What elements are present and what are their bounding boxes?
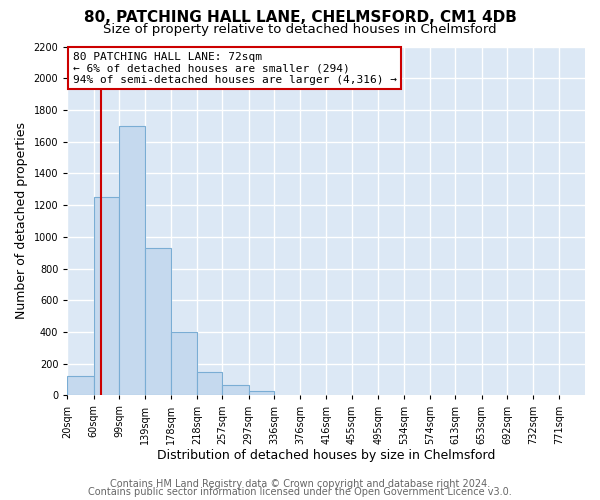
Bar xyxy=(223,385,248,396)
Text: Contains HM Land Registry data © Crown copyright and database right 2024.: Contains HM Land Registry data © Crown c… xyxy=(110,479,490,489)
X-axis label: Distribution of detached houses by size in Chelmsford: Distribution of detached houses by size … xyxy=(157,450,496,462)
Bar xyxy=(197,372,223,396)
Bar xyxy=(94,197,119,396)
Text: Contains public sector information licensed under the Open Government Licence v3: Contains public sector information licen… xyxy=(88,487,512,497)
Text: 80, PATCHING HALL LANE, CHELMSFORD, CM1 4DB: 80, PATCHING HALL LANE, CHELMSFORD, CM1 … xyxy=(83,10,517,25)
Text: Size of property relative to detached houses in Chelmsford: Size of property relative to detached ho… xyxy=(103,22,497,36)
Text: 80 PATCHING HALL LANE: 72sqm
← 6% of detached houses are smaller (294)
94% of se: 80 PATCHING HALL LANE: 72sqm ← 6% of det… xyxy=(73,52,397,85)
Y-axis label: Number of detached properties: Number of detached properties xyxy=(15,122,28,320)
Bar xyxy=(171,332,197,396)
Bar xyxy=(248,390,274,396)
Bar xyxy=(119,126,145,396)
Bar xyxy=(67,376,94,396)
Bar xyxy=(145,248,171,396)
